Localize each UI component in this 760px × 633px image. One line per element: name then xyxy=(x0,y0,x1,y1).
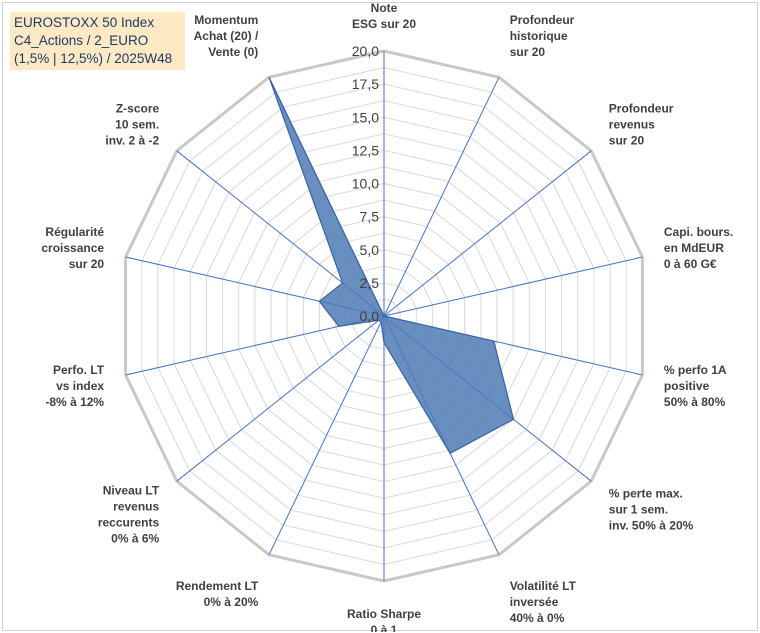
axis-label-line: revenus xyxy=(609,117,655,131)
axis-label: Profondeur revenus sur 20 xyxy=(609,101,674,147)
tick-label: 0,0 xyxy=(360,308,380,324)
title-line-2: C4_Actions / 2_EURO xyxy=(14,33,149,48)
radar-chart: 0,0 2,5 5,0 7,5 10,0 12,5 15,0 17,5 20,0 Note ESG… xyxy=(41,3,733,632)
axis-label-line: Niveau LT xyxy=(103,484,160,498)
axis-label: Z-score 10 sem. inv. 2 à -2 xyxy=(105,101,159,147)
tick-label: 15,0 xyxy=(352,109,379,125)
spoke-line xyxy=(176,315,385,482)
axis-label-line: Rendement LT xyxy=(176,579,259,593)
axis-label-line: Z-score xyxy=(116,101,160,115)
axis-label-line: vs index xyxy=(56,379,104,393)
radial-tick-labels: 0,0 2,5 5,0 7,5 10,0 12,5 15,0 17,5 20,0 xyxy=(352,43,379,324)
axis-label-line: 50% à 80% xyxy=(664,395,726,409)
axis-label-line: croissance xyxy=(41,241,104,255)
axis-label-line: 40% à 0% xyxy=(510,611,565,625)
axis-label-line: inv. 50% à 20% xyxy=(609,519,694,533)
axis-label-line: sur 20 xyxy=(69,257,105,271)
axis-label-line: Capi. bours. xyxy=(664,225,733,239)
title-line-1: EUROSTOXX 50 Index xyxy=(14,15,155,30)
title-line-3: (1,5% | 12,5%) / 2025W48 xyxy=(14,51,173,66)
axis-label-line: sur 20 xyxy=(510,45,546,59)
axis-label-line: Perfo. LT xyxy=(53,363,105,377)
axis-label-line: -8% à 12% xyxy=(45,395,104,409)
axis-label-line: Ratio Sharpe xyxy=(347,607,421,621)
axis-label: Volatilité LT inversée 40% à 0% xyxy=(510,579,577,625)
spoke-line xyxy=(383,256,643,317)
axis-label-line: Profondeur xyxy=(510,13,575,27)
tick-label: 5,0 xyxy=(360,242,380,258)
axis-label-line: 0 à 60 G€ xyxy=(664,257,717,271)
axis-label: Rendement LT 0% à 20% xyxy=(176,579,259,609)
axis-label-line: Volatilité LT xyxy=(510,579,577,593)
tick-label: 7,5 xyxy=(360,209,380,225)
axis-label: Perfo. LT vs index -8% à 12% xyxy=(45,363,104,409)
axis-label: Ratio Sharpe 0 à 1 xyxy=(347,607,421,632)
tick-label: 12,5 xyxy=(352,142,379,158)
axis-label: Régularité croissance sur 20 xyxy=(41,225,104,271)
axis-label-line: 0% à 6% xyxy=(111,532,159,546)
axis-label: % perfo 1A positive 50% à 80% xyxy=(664,363,727,409)
axis-label-line: 0% à 20% xyxy=(204,595,259,609)
axis-label: % perte max. sur 1 sem. inv. 50% à 20% xyxy=(609,487,694,533)
axis-label-line: Vente (0) xyxy=(208,45,258,59)
axis-label-line: inv. 2 à -2 xyxy=(105,133,159,147)
tick-label: 10,0 xyxy=(352,176,379,192)
spoke-line xyxy=(383,150,592,317)
axis-label-line: % perte max. xyxy=(609,487,683,501)
axis-label-line: Régularité xyxy=(45,225,104,239)
axis-label: Niveau LT revenus reccurents 0% à 6% xyxy=(98,484,160,546)
axis-label-line: ESG sur 20 xyxy=(352,17,416,31)
axis-label-line: revenus xyxy=(113,500,159,514)
axis-label-line: inversée xyxy=(510,595,559,609)
axis-label: Momentum Achat (20) / Vente (0) xyxy=(194,13,259,59)
axis-label-line: sur 20 xyxy=(609,133,645,147)
axis-label: Capi. bours. en MdEUR 0 à 60 G€ xyxy=(664,225,733,271)
tick-label: 17,5 xyxy=(352,76,379,92)
axis-label: Profondeur historique sur 20 xyxy=(510,13,575,59)
axis-label-line: sur 1 sem. xyxy=(609,503,668,517)
axis-label-line: % perfo 1A xyxy=(664,363,727,377)
axis-label-line: historique xyxy=(510,29,568,43)
axis-label-line: 10 sem. xyxy=(115,117,159,131)
axis-label-line: 0 à 1 xyxy=(371,623,398,632)
spoke-line xyxy=(383,76,500,317)
tick-label: 2,5 xyxy=(360,275,380,291)
spoke-line xyxy=(268,315,385,556)
radar-series xyxy=(268,76,515,455)
axis-label-line: Achat (20) / xyxy=(194,29,259,43)
axis-label-line: en MdEUR xyxy=(664,241,724,255)
axis-labels: Note ESG sur 20 Profondeur historique sur 20… xyxy=(41,3,733,632)
axis-label: Note ESG sur 20 xyxy=(352,3,416,31)
axis-label-line: Note xyxy=(371,3,398,15)
axis-label-line: Momentum xyxy=(194,13,258,27)
axis-label-line: Profondeur xyxy=(609,101,674,115)
series-area xyxy=(268,76,515,455)
chart-title-box: EUROSTOXX 50 Index C4_Actions / 2_EURO (… xyxy=(10,12,185,70)
axis-label-line: reccurents xyxy=(98,516,160,530)
tick-label: 20,0 xyxy=(352,43,379,59)
axis-label-line: positive xyxy=(664,379,710,393)
